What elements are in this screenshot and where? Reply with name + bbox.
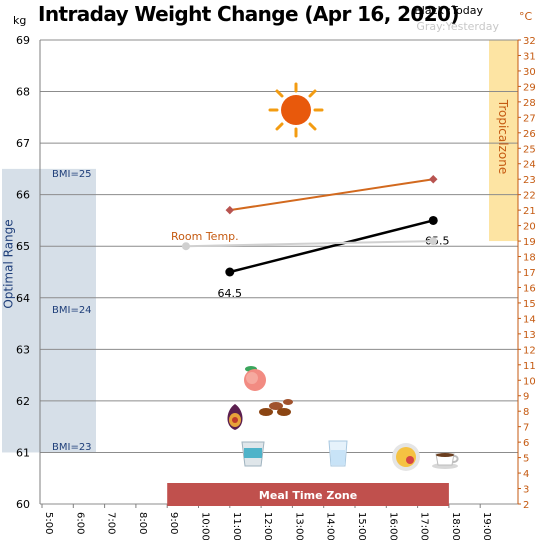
right-tick-label: 19 xyxy=(523,237,536,248)
right-tick-label: 30 xyxy=(523,67,536,78)
peach-icon xyxy=(244,366,266,391)
sun-icon xyxy=(268,82,324,138)
right-tick-label: 15 xyxy=(523,299,536,310)
right-tick-label: 17 xyxy=(523,268,536,279)
optimal-range-label: Optimal Range xyxy=(1,219,16,309)
x-tick-label: 7:00 xyxy=(106,512,117,534)
room-temp-point xyxy=(225,205,235,215)
x-tick-label: 19:00 xyxy=(481,512,492,540)
left-unit-label: kg xyxy=(13,14,27,27)
left-tick-label: 66 xyxy=(16,189,30,202)
chart-title: Intraday Weight Change (Apr 16, 2020) xyxy=(38,2,460,26)
legend-today: Black :Today xyxy=(414,4,483,17)
right-tick-label: 23 xyxy=(523,175,536,186)
right-tick-label: 28 xyxy=(523,98,536,109)
x-tick-label: 12:00 xyxy=(262,512,273,540)
tropical-zone-label: Tropicalzone xyxy=(496,99,511,175)
right-tick-label: 26 xyxy=(523,129,536,140)
left-tick-label: 69 xyxy=(16,34,30,47)
fig-icon xyxy=(227,404,243,430)
left-tick-label: 61 xyxy=(16,446,30,459)
x-tick-label: 6:00 xyxy=(74,512,85,534)
bmi-23-label: BMI=23 xyxy=(52,442,92,453)
x-tick-label: 13:00 xyxy=(293,512,304,540)
today-series-line xyxy=(229,219,434,274)
right-tick-label: 25 xyxy=(523,144,536,155)
left-tick-label: 64 xyxy=(16,292,30,305)
room-temp-point xyxy=(429,174,438,184)
right-tick-label: 10 xyxy=(523,376,536,387)
bmi-25-label: BMI=25 xyxy=(52,169,92,180)
right-tick-label: 13 xyxy=(523,330,536,341)
yesterday-series-line xyxy=(185,240,434,248)
yogurt-icon xyxy=(241,441,265,467)
x-tick-label: 9:00 xyxy=(168,512,179,534)
left-tick-label: 65 xyxy=(16,240,30,253)
right-tick-label: 2 xyxy=(523,500,529,511)
x-tick-label: 5:00 xyxy=(43,512,54,534)
left-tick-label: 63 xyxy=(16,343,30,356)
room-temp-label: Room Temp. xyxy=(171,230,239,243)
right-tick-label: 6 xyxy=(523,438,529,449)
dates-icon xyxy=(259,399,293,416)
right-tick-label: 12 xyxy=(523,345,536,356)
right-tick-label: 8 xyxy=(523,407,529,418)
meal-time-zone-label: Meal Time Zone xyxy=(259,489,357,502)
legend-yesterday: Gray:Yesterday xyxy=(416,20,499,33)
bmi-24-label: BMI=24 xyxy=(52,305,92,316)
right-tick-label: 14 xyxy=(523,314,536,325)
yesterday-point xyxy=(429,237,438,246)
water-glass-icon xyxy=(328,440,348,467)
right-tick-label: 22 xyxy=(523,191,536,202)
x-tick-label: 8:00 xyxy=(137,512,148,534)
today-point xyxy=(225,267,235,277)
right-tick-label: 7 xyxy=(523,423,529,434)
right-tick-label: 31 xyxy=(523,51,536,62)
right-tick-label: 11 xyxy=(523,361,536,372)
right-tick-label: 5 xyxy=(523,454,529,465)
tropical-zone-band xyxy=(489,40,518,242)
x-tick-label: 16:00 xyxy=(387,512,398,540)
today-point xyxy=(428,215,438,225)
right-tick-label: 9 xyxy=(523,392,529,403)
meal-time-zone-bar xyxy=(167,483,449,506)
left-tick-label: 67 xyxy=(16,137,30,150)
x-tick-label: 17:00 xyxy=(419,512,430,540)
x-tick-label: 11:00 xyxy=(231,512,242,540)
x-tick-label: 10:00 xyxy=(200,512,211,540)
right-tick-label: 29 xyxy=(523,82,536,93)
left-tick-label: 60 xyxy=(16,498,30,511)
right-tick-label: 18 xyxy=(523,253,536,264)
right-tick-label: 21 xyxy=(523,206,536,217)
x-tick-label: 18:00 xyxy=(450,512,461,540)
right-tick-label: 24 xyxy=(523,160,536,171)
x-tick-label: 15:00 xyxy=(356,512,367,540)
right-tick-label: 16 xyxy=(523,283,536,294)
optimal-range-band xyxy=(2,168,96,453)
right-unit-label: °C xyxy=(519,10,533,23)
plate-icon xyxy=(392,443,420,471)
left-tick-label: 68 xyxy=(16,86,30,99)
x-tick-label: 14:00 xyxy=(325,512,336,540)
left-tick-label: 62 xyxy=(16,395,30,408)
yesterday-point xyxy=(181,242,190,251)
right-tick-label: 20 xyxy=(523,222,536,233)
coffee-icon xyxy=(432,453,459,469)
right-tick-label: 4 xyxy=(523,469,529,480)
right-tick-label: 27 xyxy=(523,113,536,124)
right-tick-label: 3 xyxy=(523,485,529,496)
data-label: 64.5 xyxy=(218,287,243,300)
room-temp-series-line xyxy=(229,178,434,212)
right-tick-label: 32 xyxy=(523,36,536,47)
